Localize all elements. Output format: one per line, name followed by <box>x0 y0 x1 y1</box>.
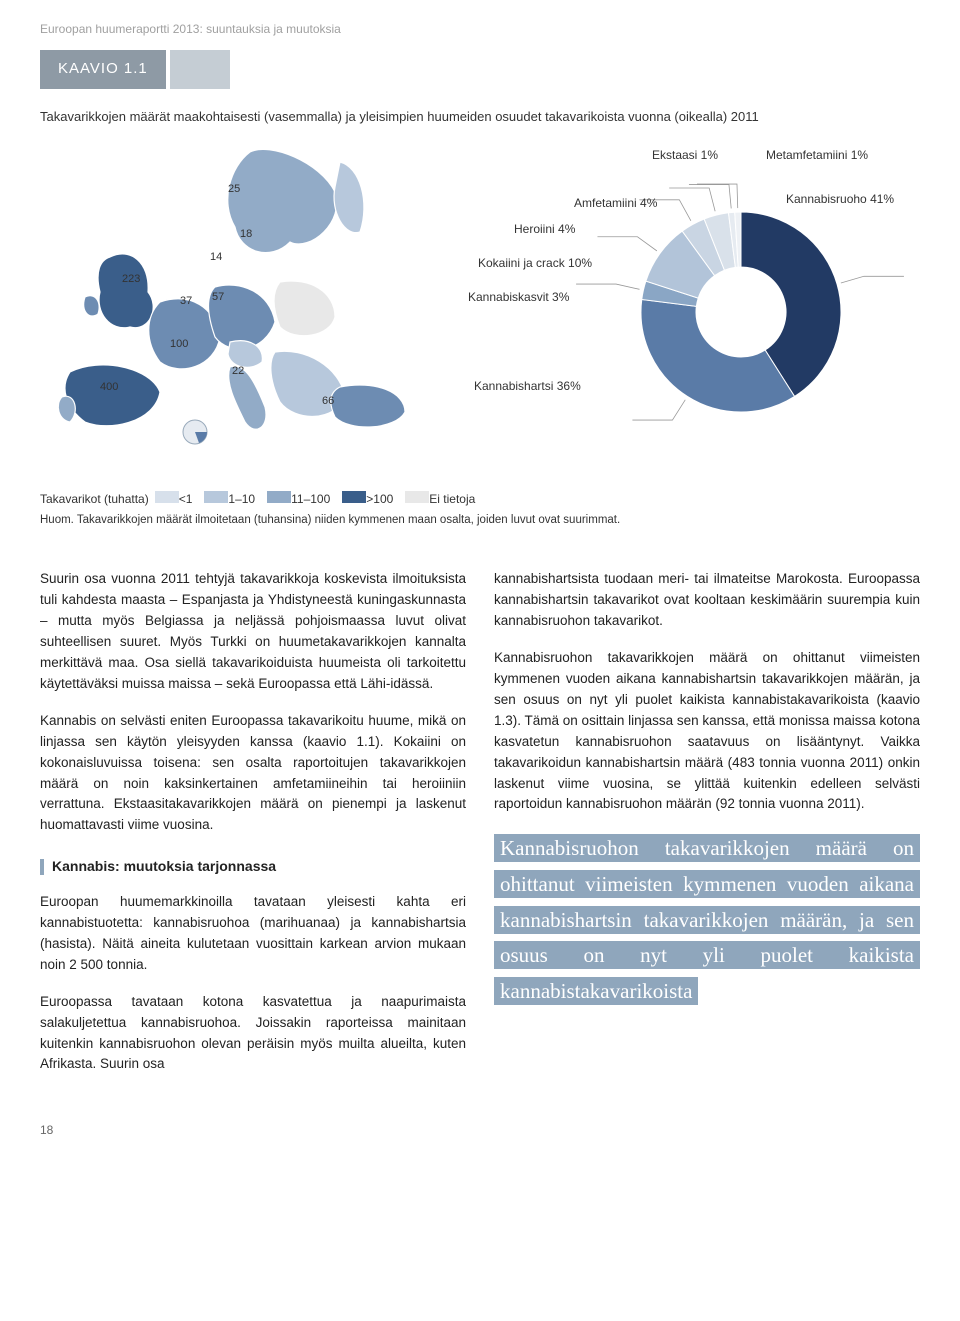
legend-label: >100 <box>366 492 393 506</box>
legend-swatch <box>405 491 429 503</box>
svg-text:18: 18 <box>240 228 252 240</box>
donut-slice-label: Amfetamiini 4% <box>574 194 657 212</box>
legend-swatch <box>155 491 179 503</box>
pullquote-text: Kannabisruohon takavarikkojen määrä on o… <box>494 834 920 1005</box>
svg-text:400: 400 <box>100 381 118 393</box>
map-legend: Takavarikot (tuhatta) <1 1–10 11–100 >100 Ei… <box>40 490 920 508</box>
donut-slice-label: Metamfetamiini 1% <box>766 146 868 164</box>
donut-slice-label: Kannabiskasvit 3% <box>468 288 569 306</box>
legend-swatch <box>267 491 291 503</box>
legend-label: 11–100 <box>291 492 330 506</box>
svg-text:14: 14 <box>210 251 222 263</box>
svg-text:37: 37 <box>180 295 192 307</box>
legend-label: <1 <box>179 492 193 506</box>
svg-text:22: 22 <box>232 365 244 377</box>
svg-text:57: 57 <box>212 291 224 303</box>
figure-label-spacer <box>170 50 230 89</box>
svg-text:25: 25 <box>228 183 240 195</box>
body-para: Euroopassa tavataan kotona kasvatettua j… <box>40 992 466 1076</box>
pullquote: Kannabisruohon takavarikkojen määrä on o… <box>494 831 920 1009</box>
body-col-right: kannabishartsista tuodaan meri- tai ilma… <box>494 569 920 1091</box>
body-para: Kannabis on selvästi eniten Euroopassa t… <box>40 711 466 837</box>
doc-header: Euroopan huumeraportti 2013: suuntauksia… <box>40 20 920 38</box>
body-col-left: Suurin osa vuonna 2011 tehtyjä takavarik… <box>40 569 466 1091</box>
donut-chart: Kannabisruoho 41% Kannabishartsi 36% Kanna… <box>426 142 920 462</box>
svg-text:223: 223 <box>122 273 140 285</box>
donut-slice-label: Kokaiini ja crack 10% <box>478 254 592 272</box>
legend-swatch <box>342 491 366 503</box>
legend-label: 1–10 <box>228 492 255 506</box>
legend-swatch <box>204 491 228 503</box>
donut-slice-label: Kannabishartsi 36% <box>474 377 581 395</box>
legend-title: Takavarikot (tuhatta) <box>40 490 149 508</box>
section-subhead: Kannabis: muutoksia tarjonnassa <box>40 856 466 878</box>
figure-note: Huom. Takavarikkojen määrät ilmoitetaan … <box>40 512 920 529</box>
figure-label-box: KAAVIO 1.1 <box>40 50 920 89</box>
map-chart: 25 18 14 223 37 57 100 22 400 66 <box>40 142 410 462</box>
body-para: Kannabisruohon takavarikkojen määrä on o… <box>494 648 920 815</box>
body-para: Suurin osa vuonna 2011 tehtyjä takavarik… <box>40 569 466 695</box>
svg-text:66: 66 <box>322 395 334 407</box>
svg-text:100: 100 <box>170 338 188 350</box>
donut-slice-label: Kannabisruoho 41% <box>786 190 894 208</box>
donut-slice-label: Heroiini 4% <box>514 220 575 238</box>
figure-caption: Takavarikkojen määrät maakohtaisesti (va… <box>40 107 920 127</box>
figure-label: KAAVIO 1.1 <box>40 50 166 89</box>
legend-label: Ei tietoja <box>429 492 475 506</box>
page-number: 18 <box>40 1121 920 1139</box>
body-para: kannabishartsista tuodaan meri- tai ilma… <box>494 569 920 632</box>
donut-slice-label: Ekstaasi 1% <box>652 146 718 164</box>
body-para: Euroopan huumemarkkinoilla tavataan ylei… <box>40 892 466 976</box>
subhead-text: Kannabis: muutoksia tarjonnassa <box>52 856 276 878</box>
